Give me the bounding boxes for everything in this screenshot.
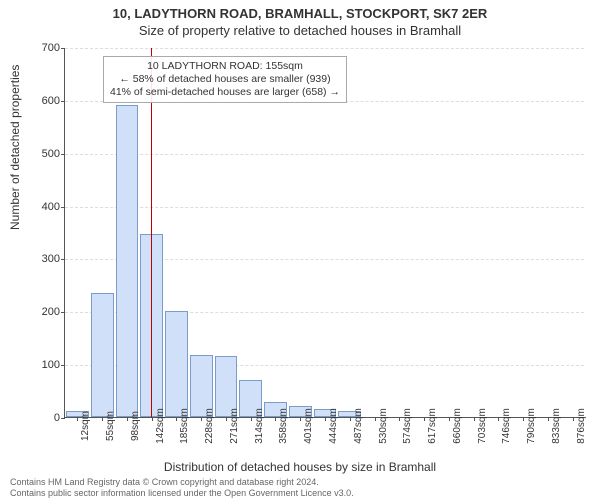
x-tick-label: 833sqm: [551, 408, 562, 444]
y-tick: [61, 101, 65, 102]
y-tick: [61, 207, 65, 208]
x-tick: [449, 417, 450, 421]
annotation-line2: ← 58% of detached houses are smaller (93…: [110, 73, 340, 86]
annotation-box: 10 LADYTHORN ROAD: 155sqm← 58% of detach…: [103, 56, 347, 103]
gridline: [65, 154, 584, 155]
x-tick-label: 790sqm: [526, 408, 537, 444]
y-tick-label: 600: [30, 95, 60, 107]
x-tick: [201, 417, 202, 421]
x-tick-label: 98sqm: [130, 411, 141, 441]
x-tick-label: 12sqm: [80, 411, 91, 441]
footer-line1: Contains HM Land Registry data © Crown c…: [10, 477, 354, 487]
x-tick-label: 574sqm: [402, 408, 413, 444]
x-tick: [102, 417, 103, 421]
x-tick-label: 271sqm: [229, 408, 240, 444]
x-tick: [523, 417, 524, 421]
annotation-line1: 10 LADYTHORN ROAD: 155sqm: [110, 60, 340, 73]
chart-plot-area: 10 LADYTHORN ROAD: 155sqm← 58% of detach…: [64, 48, 584, 418]
page-title-line2: Size of property relative to detached ho…: [0, 23, 600, 38]
x-tick-label: 530sqm: [378, 408, 389, 444]
x-axis-label: Distribution of detached houses by size …: [0, 460, 600, 474]
x-tick-label: 314sqm: [254, 408, 265, 444]
x-tick: [77, 417, 78, 421]
x-tick: [176, 417, 177, 421]
x-tick-label: 617sqm: [427, 408, 438, 444]
footer-line2: Contains public sector information licen…: [10, 488, 354, 498]
annotation-line3: 41% of semi-detached houses are larger (…: [110, 86, 340, 99]
y-tick-label: 200: [30, 306, 60, 318]
footer-attribution: Contains HM Land Registry data © Crown c…: [10, 477, 354, 498]
x-tick-label: 703sqm: [477, 408, 488, 444]
x-tick: [573, 417, 574, 421]
x-tick: [251, 417, 252, 421]
y-tick-label: 100: [30, 359, 60, 371]
y-tick: [61, 418, 65, 419]
y-tick-label: 300: [30, 253, 60, 265]
y-tick: [61, 365, 65, 366]
x-tick-label: 876sqm: [576, 408, 587, 444]
x-tick-label: 185sqm: [179, 408, 190, 444]
x-tick: [399, 417, 400, 421]
x-tick-label: 444sqm: [328, 408, 339, 444]
y-tick: [61, 312, 65, 313]
x-tick: [226, 417, 227, 421]
x-tick: [474, 417, 475, 421]
x-tick-label: 660sqm: [452, 408, 463, 444]
x-tick-label: 401sqm: [303, 408, 314, 444]
x-tick: [424, 417, 425, 421]
y-axis-label: Number of detached properties: [8, 65, 22, 230]
histogram-bar: [116, 105, 139, 417]
y-tick-label: 0: [30, 412, 60, 424]
gridline: [65, 207, 584, 208]
x-tick: [350, 417, 351, 421]
x-tick: [548, 417, 549, 421]
x-tick-label: 358sqm: [278, 408, 289, 444]
x-tick: [127, 417, 128, 421]
y-tick: [61, 48, 65, 49]
x-tick: [275, 417, 276, 421]
x-tick: [498, 417, 499, 421]
x-tick: [152, 417, 153, 421]
x-tick: [325, 417, 326, 421]
x-tick-label: 142sqm: [155, 408, 166, 444]
y-tick-label: 500: [30, 148, 60, 160]
x-tick: [375, 417, 376, 421]
y-tick-label: 400: [30, 201, 60, 213]
page-title-line1: 10, LADYTHORN ROAD, BRAMHALL, STOCKPORT,…: [0, 0, 600, 21]
x-tick-label: 487sqm: [353, 408, 364, 444]
y-tick: [61, 154, 65, 155]
histogram-bar: [165, 311, 188, 417]
x-tick-label: 228sqm: [204, 408, 215, 444]
gridline: [65, 48, 584, 49]
x-tick: [300, 417, 301, 421]
x-tick-label: 746sqm: [501, 408, 512, 444]
y-tick-label: 700: [30, 42, 60, 54]
histogram-bar: [91, 293, 114, 417]
x-tick-label: 55sqm: [105, 411, 116, 441]
y-tick: [61, 259, 65, 260]
